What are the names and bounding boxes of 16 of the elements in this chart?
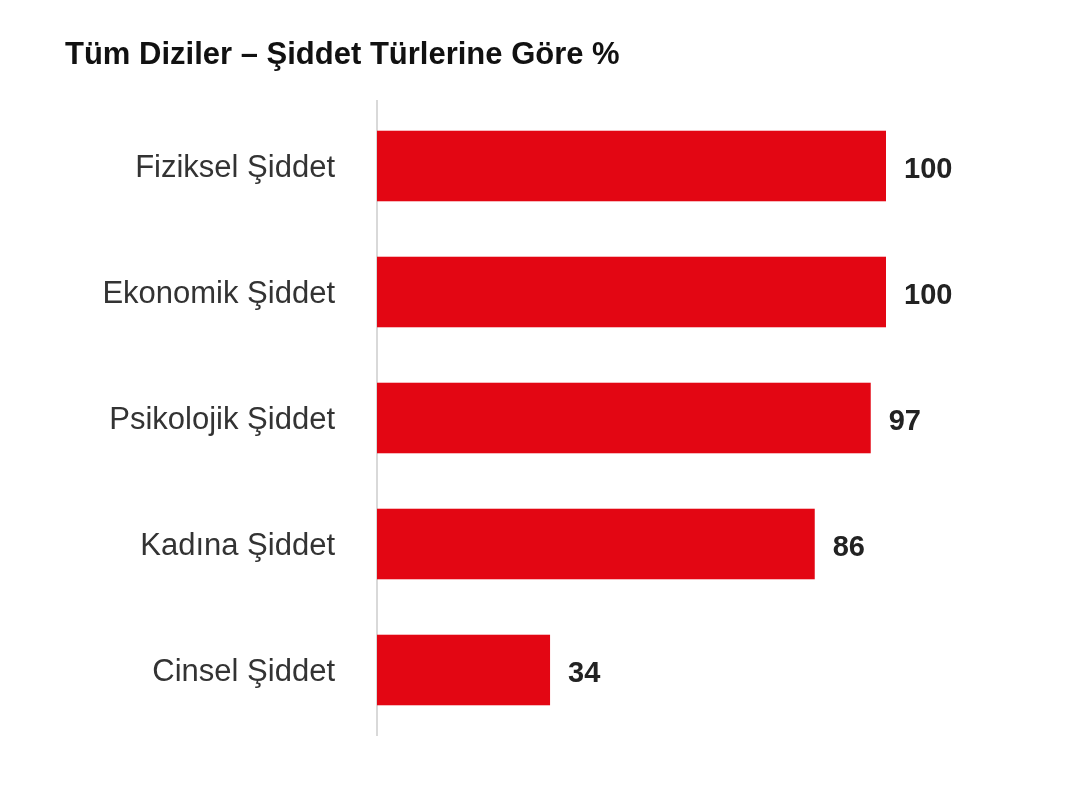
- data-label: 97: [888, 404, 921, 437]
- bar: [377, 508, 815, 580]
- y-tick-label: Fiziksel Şiddet: [135, 148, 336, 184]
- bar: [377, 256, 886, 328]
- data-label: 100: [904, 152, 953, 185]
- bar: [377, 130, 886, 202]
- bar: [377, 382, 871, 454]
- data-label: 100: [904, 278, 953, 311]
- bar: [377, 634, 551, 706]
- y-tick-label: Kadına Şiddet: [140, 526, 336, 562]
- y-tick-label: Cinsel Şiddet: [152, 652, 336, 688]
- y-tick-label: Psikolojik Şiddet: [109, 400, 336, 436]
- chart-title: Tüm Diziler – Şiddet Türlerine Göre %: [65, 36, 620, 71]
- y-tick-label: Ekonomik Şiddet: [102, 274, 336, 310]
- data-label: 34: [568, 656, 601, 689]
- data-label: 86: [832, 530, 866, 563]
